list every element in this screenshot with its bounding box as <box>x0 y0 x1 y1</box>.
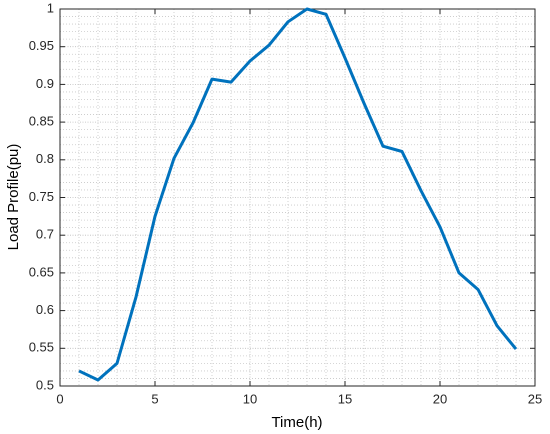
y-tick-label: 0.85 <box>29 114 54 129</box>
x-tick-label: 0 <box>56 391 63 406</box>
y-tick-label: 0.65 <box>29 264 54 279</box>
y-axis-label: Load Profile(pu) <box>5 144 22 251</box>
x-tick-label: 20 <box>433 391 447 406</box>
x-tick-label: 15 <box>338 391 352 406</box>
y-tick-label: 0.95 <box>29 38 54 53</box>
plot-frame <box>59 8 536 387</box>
y-tick-label: 0.75 <box>29 189 54 204</box>
y-tick-label: 0.55 <box>29 340 54 355</box>
y-tick-label: 0.7 <box>36 227 54 242</box>
y-tick-label: 1 <box>47 0 54 15</box>
y-tick-label: 0.6 <box>36 302 54 317</box>
y-tick-label: 0.8 <box>36 151 54 166</box>
y-tick-label: 0.9 <box>36 76 54 91</box>
data-line <box>78 7 518 382</box>
x-tick-label: 25 <box>528 391 542 406</box>
y-tick-label: 0.5 <box>36 377 54 392</box>
x-tick-label: 5 <box>151 391 158 406</box>
x-axis-label: Time(h) <box>271 414 322 431</box>
x-tick-label: 10 <box>243 391 257 406</box>
